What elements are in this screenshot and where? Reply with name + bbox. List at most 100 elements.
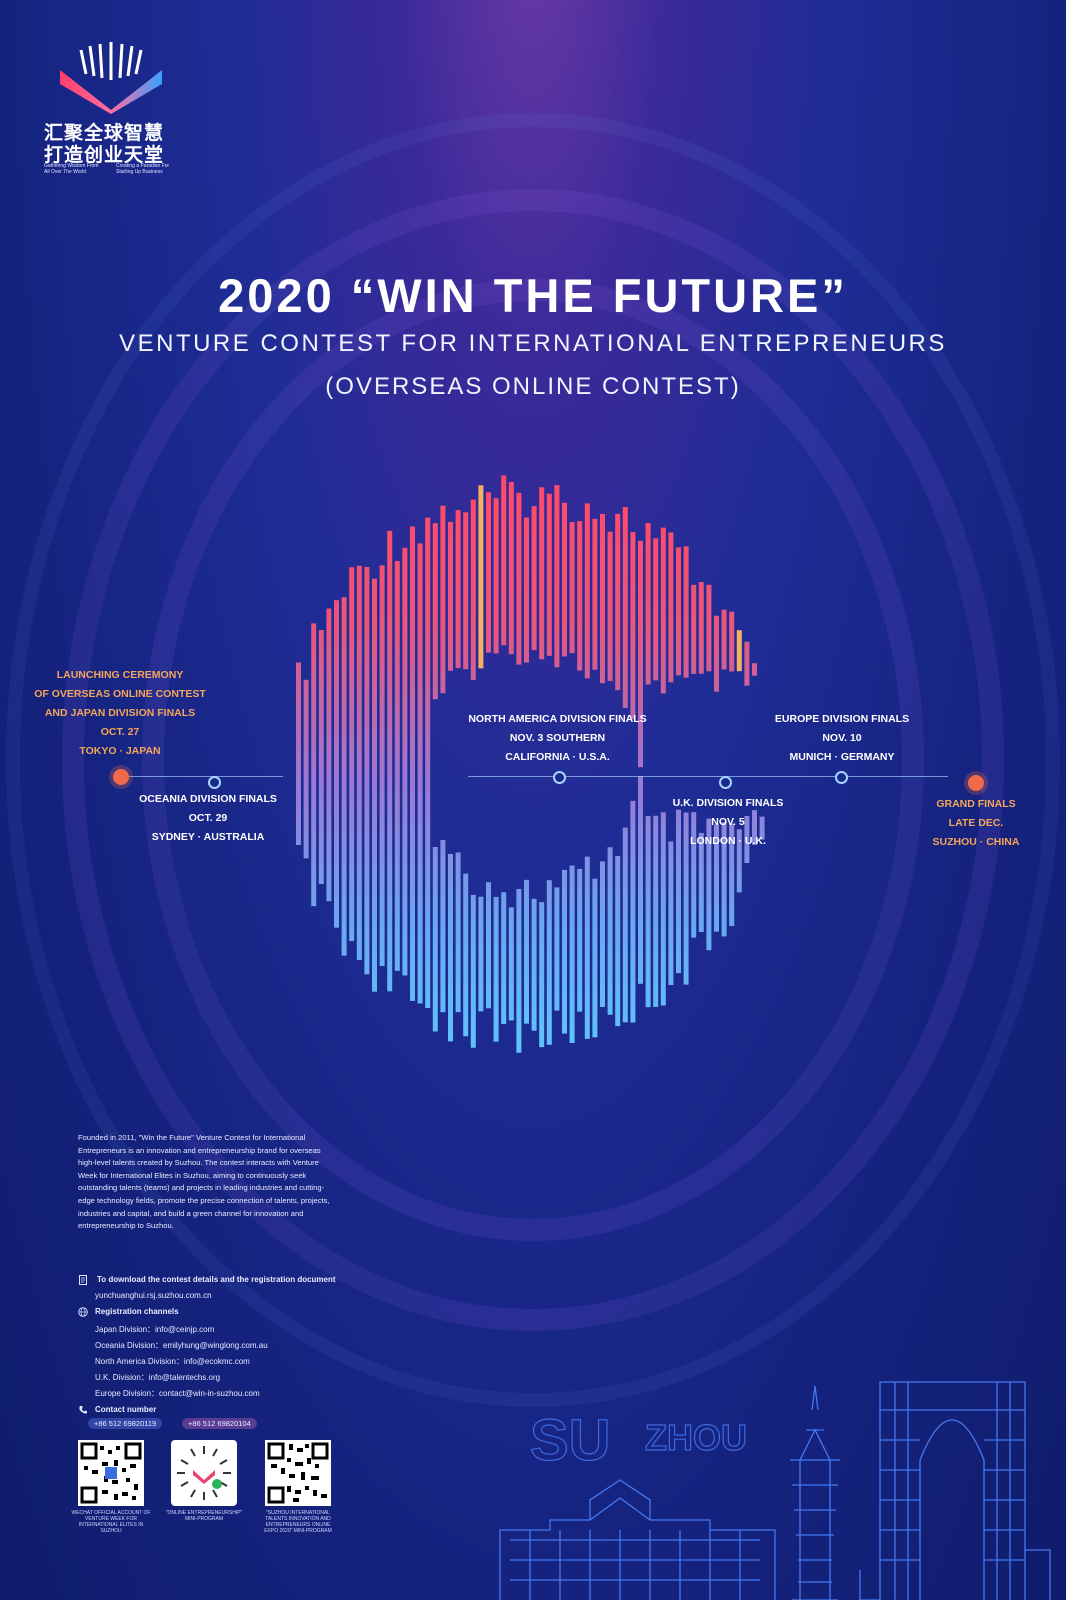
- c-bar: [615, 513, 621, 691]
- c-bar: [638, 540, 643, 768]
- c-bar: [615, 855, 621, 1027]
- c-bar: [683, 812, 689, 985]
- registration-channel-oceania[interactable]: Oceania Division：emilyhung@winglong.com.…: [95, 1341, 268, 1350]
- c-bar: [736, 630, 742, 672]
- c-bar: [463, 512, 469, 670]
- event-north-america: NORTH AMERICA DIVISION FINALS NOV. 3 SOU…: [460, 710, 655, 767]
- c-bar: [364, 566, 370, 975]
- registration-channel-europe[interactable]: Europe Division：contact@win-in-suzhou.co…: [95, 1389, 260, 1398]
- c-bar: [394, 560, 400, 971]
- c-bar: [539, 902, 545, 1048]
- c-bar: [729, 611, 735, 672]
- c-bar: [653, 815, 659, 1007]
- c-bar: [562, 869, 567, 1034]
- event-launch-line: OF OVERSEAS ONLINE CONTEST: [34, 688, 206, 700]
- c-bar: [691, 812, 697, 938]
- c-bar: [698, 832, 704, 932]
- download-url-link[interactable]: yunchuanghui.rsj.suzhou.com.cn: [95, 1291, 212, 1300]
- c-bar: [668, 532, 674, 683]
- event-europe: EUROPE DIVISION FINALS NOV. 10 MUNICH · …: [762, 710, 922, 767]
- event-grand-date: LATE DEC.: [948, 817, 1004, 829]
- c-bar: [577, 521, 583, 671]
- qr-code-expo-mini-program[interactable]: [265, 1440, 331, 1506]
- c-bar: [417, 543, 423, 1004]
- qr-code-wechat[interactable]: [78, 1440, 144, 1506]
- event-launch-line: AND JAPAN DIVISION FINALS: [44, 707, 196, 719]
- c-bar: [470, 499, 476, 680]
- c-bar: [508, 481, 514, 655]
- c-bar: [486, 492, 491, 653]
- c-bar: [691, 584, 697, 674]
- registration-channel-north-america[interactable]: North America Division：info@ecokmc.com: [95, 1357, 250, 1366]
- c-bar: [440, 840, 446, 1013]
- c-bar: [448, 853, 453, 1042]
- event-launch-place: TOKYO · JAPAN: [79, 745, 161, 757]
- timeline-line-2: [468, 776, 948, 777]
- timeline-dot-launch: [113, 769, 129, 785]
- contact-phone-2[interactable]: +86 512 69820104: [182, 1418, 257, 1429]
- c-bar: [577, 868, 583, 1012]
- c-bar: [501, 892, 507, 1024]
- c-bar: [592, 878, 598, 1038]
- c-bar: [531, 898, 537, 1031]
- event-north-america-place: CALIFORNIA · U.S.A.: [505, 751, 610, 763]
- registration-channel-uk[interactable]: U.K. Division：info@talentechs.org: [95, 1373, 221, 1382]
- c-bar: [432, 846, 438, 1032]
- c-bar: [630, 532, 636, 720]
- c-bar: [638, 775, 643, 984]
- c-bar: [562, 502, 567, 657]
- c-bar: [736, 829, 742, 893]
- logo-slogan-line2: 打造创业天堂: [44, 144, 165, 166]
- timeline-dot-oceania: [208, 776, 221, 789]
- event-uk: U.K. DIVISION FINALS NOV. 5 LONDON · U.K…: [648, 794, 808, 851]
- registration-channel-japan[interactable]: Japan Division：info@ceinjp.com: [95, 1325, 215, 1334]
- page-subtitle: VENTURE CONTEST FOR INTERNATIONAL ENTREP…: [119, 330, 947, 357]
- event-europe-place: MUNICH · GERMANY: [789, 751, 895, 763]
- timeline-dot-uk: [719, 776, 732, 789]
- logo-caption-left: Gathering Wisdom From All Over The World: [44, 163, 99, 175]
- c-bar: [440, 505, 446, 694]
- c-bar: [516, 492, 522, 665]
- event-grand-place: SUZHOU · CHINA: [932, 836, 1020, 848]
- c-bar: [600, 861, 605, 1007]
- event-oceania-date: OCT. 29: [188, 812, 228, 824]
- c-bar: [607, 847, 613, 1015]
- qr-pattern-icon: [267, 1442, 329, 1504]
- c-bar: [668, 841, 674, 985]
- c-bar: [569, 522, 575, 654]
- event-grand-title: GRAND FINALS: [936, 798, 1016, 810]
- c-bar: [501, 475, 507, 646]
- page-subtitle-2: (OVERSEAS ONLINE CONTEST): [325, 373, 741, 400]
- c-bar: [721, 822, 727, 937]
- download-label: To download the contest details and the …: [97, 1275, 336, 1284]
- c-bar: [744, 641, 750, 686]
- c-bar: [546, 880, 552, 1045]
- qr-code-online-entrepreneurship[interactable]: [171, 1440, 237, 1506]
- c-bar: [554, 485, 560, 668]
- c-bar: [660, 812, 666, 1006]
- c-bar: [318, 630, 324, 885]
- c-bar: [592, 518, 598, 670]
- event-uk-date: NOV. 5: [711, 816, 745, 828]
- c-bar: [356, 565, 362, 960]
- skyline-word-su: SU: [530, 1408, 611, 1473]
- c-bar: [486, 882, 491, 1009]
- c-bar: [744, 815, 750, 864]
- book-logo-icon: [60, 42, 162, 114]
- event-north-america-title: NORTH AMERICA DIVISION FINALS: [468, 713, 647, 725]
- c-bar: [706, 818, 712, 951]
- timeline-line-1: [128, 776, 283, 777]
- event-north-america-date: NOV. 3 SOUTHERN: [509, 732, 606, 744]
- event-grand: GRAND FINALS LATE DEC. SUZHOU · CHINA: [916, 795, 1036, 852]
- contact-phone-1[interactable]: +86 512 69820119: [88, 1418, 163, 1429]
- c-bar: [326, 608, 332, 902]
- qr-caption-wechat: WECHAT OFFICIAL ACCOUNT OF VENTURE WEEK …: [71, 1510, 151, 1534]
- c-bar: [752, 663, 757, 676]
- c-bar: [425, 517, 431, 1009]
- phone-icon: [79, 1406, 87, 1414]
- c-bar: [698, 582, 704, 674]
- c-bar: [546, 493, 552, 656]
- c-bar: [341, 597, 347, 956]
